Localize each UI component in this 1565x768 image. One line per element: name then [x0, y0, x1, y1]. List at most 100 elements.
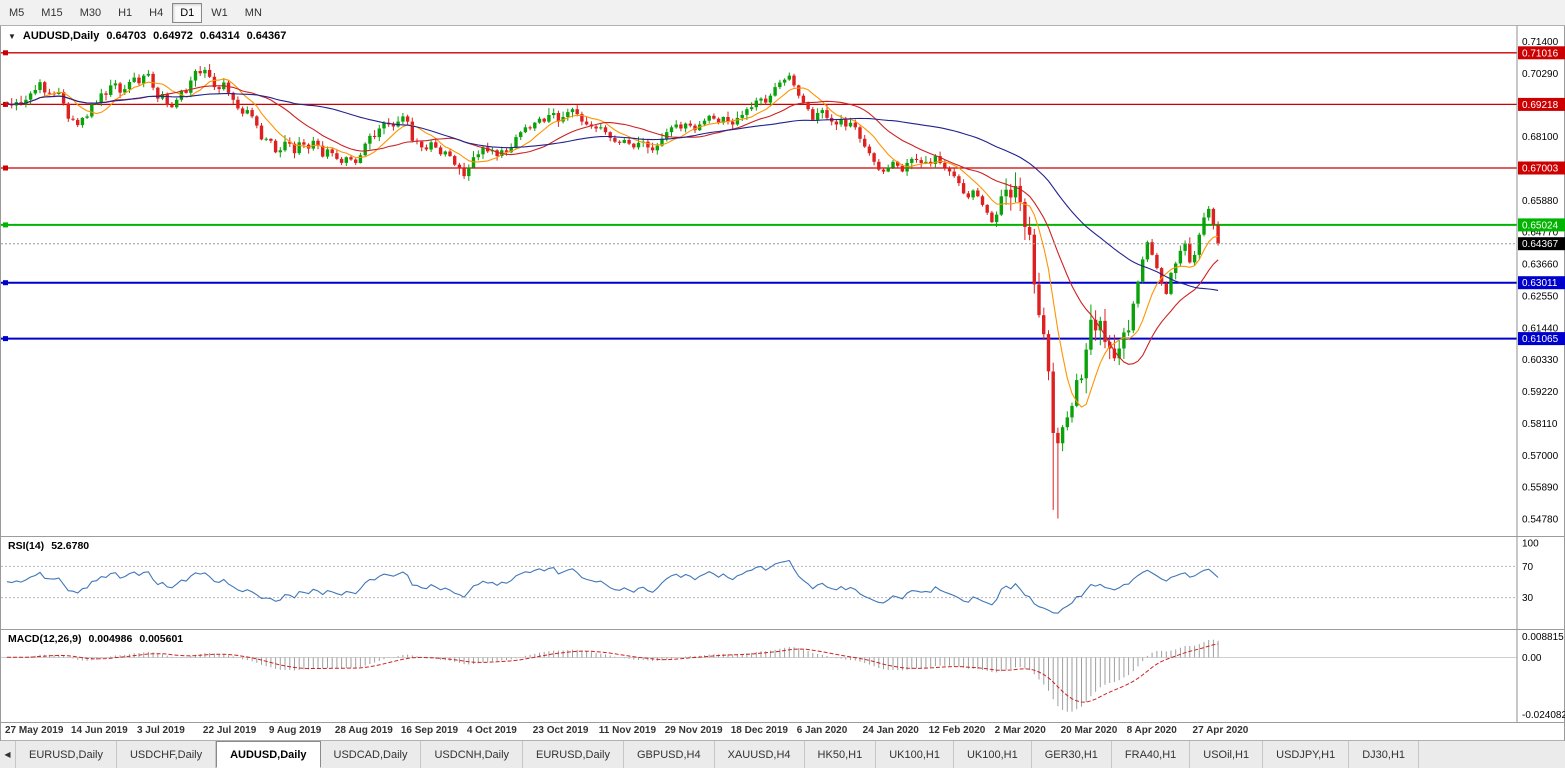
tab-usdchf-daily[interactable]: USDCHF,Daily — [116, 741, 217, 768]
svg-text:100: 100 — [1522, 539, 1539, 550]
macd-indicator-value: 0.004986 — [88, 633, 133, 645]
chart-area: 0.71400 0.70290 0.68100 0.65880 0.64770 0.636… — [0, 26, 1565, 741]
x-axis-label: 8 Apr 2020 — [1126, 725, 1177, 736]
macd-chart-svg[interactable]: 0.008815 0.00 -0.024082 — [1, 630, 1565, 722]
timeframe-button-h1[interactable]: H1 — [118, 6, 133, 19]
moving-average-50 — [6, 93, 1219, 291]
moving-average-8 — [6, 78, 1219, 408]
svg-text:0.70290: 0.70290 — [1522, 69, 1559, 80]
svg-text:0.64367: 0.64367 — [1522, 239, 1559, 250]
svg-text:0.61065: 0.61065 — [1522, 334, 1559, 345]
rsi-label: RSI(14) 52.6780 — [8, 540, 89, 552]
macd-axis: 0.008815 0.00 -0.024082 — [1522, 632, 1565, 721]
timeframe-button-mn[interactable]: MN — [244, 6, 262, 19]
x-axis-label: 18 Dec 2019 — [730, 725, 788, 736]
svg-text:0.59220: 0.59220 — [1522, 387, 1559, 398]
x-axis-label: 6 Jan 2020 — [796, 725, 848, 736]
rsi-panel: 100 70 30 RSI(14) 52.6780 — [1, 537, 1564, 630]
x-axis-label: 14 Jun 2019 — [70, 725, 128, 736]
svg-text:70: 70 — [1522, 562, 1534, 573]
macd-histogram — [6, 639, 1219, 712]
svg-text:0.58110: 0.58110 — [1522, 419, 1558, 430]
tab-uk100-h1[interactable]: UK100,H1 — [876, 741, 954, 768]
x-axis-label: 11 Nov 2019 — [598, 725, 657, 736]
chart-close-value: 0.64367 — [246, 30, 287, 42]
price-panel: 0.71400 0.70290 0.68100 0.65880 0.64770 0.636… — [1, 26, 1565, 537]
svg-text:0.63011: 0.63011 — [1522, 278, 1558, 289]
timeframe-button-m30[interactable]: M30 — [79, 6, 102, 19]
rsi-chart-svg[interactable]: 100 70 30 — [1, 537, 1565, 629]
macd-indicator-name: MACD(12,26,9) — [8, 633, 82, 645]
tab-audusd-daily[interactable]: AUDUSD,Daily — [216, 741, 321, 768]
x-axis-label: 9 Aug 2019 — [268, 725, 322, 736]
price-chart-svg[interactable]: 0.71400 0.70290 0.68100 0.65880 0.64770 0.636… — [1, 26, 1565, 536]
x-axis-label: 27 May 2019 — [5, 725, 64, 736]
tab-uk100-h1[interactable]: UK100,H1 — [953, 741, 1032, 768]
tab-usdcnh-daily[interactable]: USDCNH,Daily — [421, 741, 524, 768]
x-axis-label: 16 Sep 2019 — [400, 725, 459, 736]
macd-signal-value: 0.005601 — [139, 633, 184, 645]
rsi-axis: 100 70 30 — [1522, 539, 1539, 605]
timeframe-button-m5[interactable]: M5 — [9, 6, 25, 19]
tab-fra40-h1[interactable]: FRA40,H1 — [1111, 741, 1191, 768]
svg-text:30: 30 — [1522, 593, 1534, 604]
svg-text:0.64770: 0.64770 — [1522, 228, 1559, 239]
candles — [5, 64, 1220, 519]
collapse-arrow-icon[interactable]: ▼ — [8, 31, 16, 41]
rsi-indicator-name: RSI(14) — [8, 540, 45, 552]
tab-usoil-h1[interactable]: USOil,H1 — [1190, 741, 1264, 768]
svg-text:-0.024082: -0.024082 — [1522, 710, 1565, 721]
rsi-line — [6, 559, 1219, 614]
chart-tab-bar: ◀ EURUSD,Daily USDCHF,Daily AUDUSD,Daily US… — [0, 741, 1565, 768]
time-axis[interactable]: 27 May 2019 14 Jun 2019 3 Jul 2019 22 Jul 2… — [1, 723, 1564, 741]
svg-text:0.008815: 0.008815 — [1522, 632, 1564, 643]
tab-usdjpy-h1[interactable]: USDJPY,H1 — [1263, 741, 1350, 768]
tab-dj30-h1[interactable]: DJ30,H1 — [1349, 741, 1420, 768]
tab-eurusd-daily[interactable]: EURUSD,Daily — [16, 741, 117, 768]
x-axis-label: 22 Jul 2019 — [202, 725, 257, 736]
svg-text:0.65880: 0.65880 — [1522, 196, 1559, 207]
x-axis-label: 12 Feb 2020 — [928, 725, 986, 736]
x-axis-label: 28 Aug 2019 — [334, 725, 393, 736]
x-axis-label: 23 Oct 2019 — [532, 725, 589, 736]
chart-low-value: 0.64314 — [199, 30, 240, 42]
svg-text:0.00: 0.00 — [1522, 653, 1542, 664]
moving-average-20 — [6, 85, 1219, 365]
x-axis-label: 4 Oct 2019 — [466, 725, 517, 736]
current-price-badge — [1518, 237, 1565, 251]
tab-scroll-left-icon[interactable]: ◀ — [0, 741, 16, 768]
svg-text:0.67003: 0.67003 — [1522, 164, 1559, 175]
price-axis[interactable]: 0.71400 0.70290 0.68100 0.65880 0.64770 0.636… — [1518, 37, 1565, 526]
rsi-indicator-value: 52.6780 — [51, 540, 90, 552]
tab-eurusd-daily[interactable]: EURUSD,Daily — [523, 741, 624, 768]
tab-hk50-h1[interactable]: HK50,H1 — [804, 741, 877, 768]
svg-text:0.61440: 0.61440 — [1522, 323, 1559, 334]
svg-text:0.69218: 0.69218 — [1522, 100, 1559, 111]
svg-text:0.71400: 0.71400 — [1522, 37, 1559, 48]
macd-signal-line — [7, 643, 1219, 703]
chart-symbol-period: AUDUSD,Daily — [22, 30, 100, 42]
tab-xauusd-h4[interactable]: XAUUSD,H4 — [714, 741, 805, 768]
timeframe-button-d1[interactable]: D1 — [172, 2, 203, 23]
timeframe-toolbar: M5 M15 M30 H1 H4 D1 W1 MN — [0, 0, 1565, 26]
svg-text:0.57000: 0.57000 — [1522, 451, 1559, 462]
chart-open-value: 0.64703 — [106, 30, 147, 42]
tab-usdcad-daily[interactable]: USDCAD,Daily — [320, 741, 422, 768]
timeframe-buttons: M5 M15 M30 H1 H4 D1 W1 MN — [1, 2, 270, 23]
timeframe-button-m15[interactable]: M15 — [41, 6, 63, 19]
x-axis-label: 20 Mar 2020 — [1060, 725, 1118, 736]
svg-text:0.63660: 0.63660 — [1522, 260, 1559, 271]
tab-gbpusd-h4[interactable]: GBPUSD,H4 — [624, 741, 715, 768]
chart-high-value: 0.64972 — [153, 30, 193, 42]
timeframe-button-w1[interactable]: W1 — [211, 6, 228, 19]
svg-text:0.68100: 0.68100 — [1522, 132, 1559, 143]
macd-label: MACD(12,26,9) 0.004986 0.005601 — [8, 633, 183, 645]
horizontal-lines[interactable] — [1, 50, 1517, 342]
svg-text:0.55890: 0.55890 — [1522, 483, 1559, 494]
tab-ger30-h1[interactable]: GER30,H1 — [1031, 741, 1112, 768]
timeframe-button-h4[interactable]: H4 — [149, 6, 164, 19]
chart-title: ▼ AUDUSD,Daily 0.64703 0.64972 0.64314 0… — [8, 30, 286, 42]
x-axis-label: 27 Apr 2020 — [1192, 725, 1249, 736]
macd-panel: 0.008815 0.00 -0.024082 MACD(12,26,9) 0.00… — [1, 630, 1565, 723]
